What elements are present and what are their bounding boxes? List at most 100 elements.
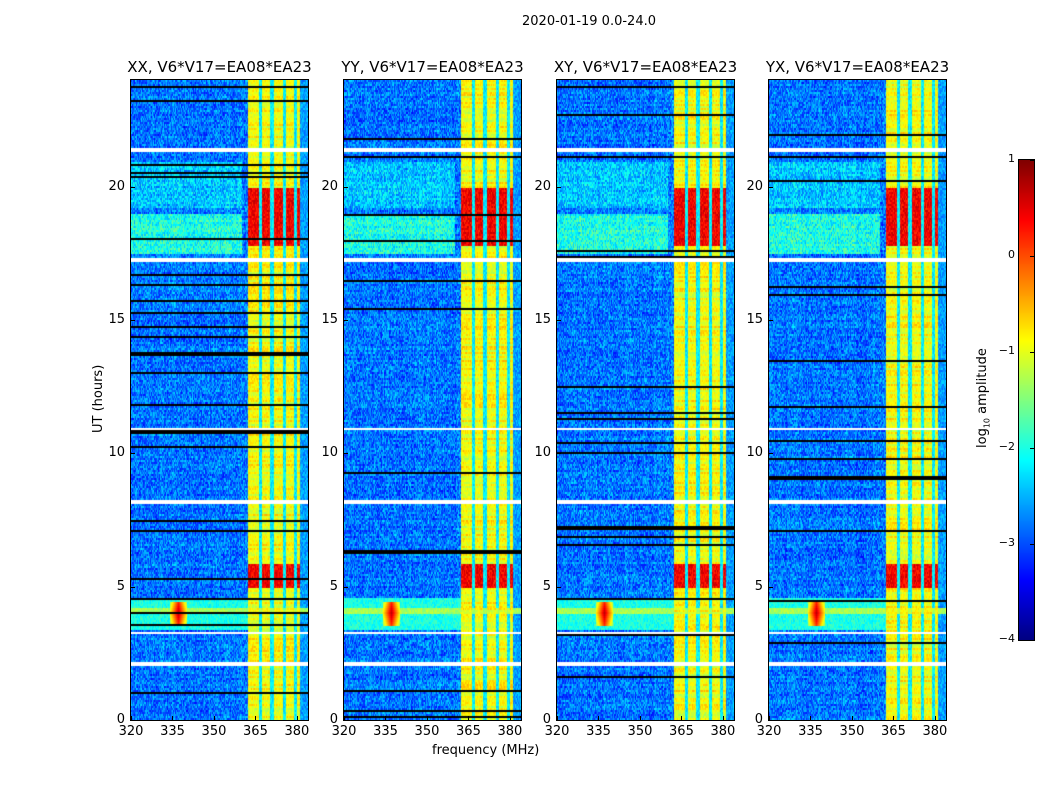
x-tick-label: 380 [497, 724, 523, 739]
y-tick-label: 5 [542, 578, 551, 594]
colorbar-tick-mark [1030, 352, 1034, 353]
y-tick-mark [344, 320, 348, 321]
y-tick-label: 0 [542, 712, 551, 727]
x-tick-label: 365 [881, 724, 906, 739]
x-tick-label: 335 [586, 724, 611, 739]
y-tick-mark [557, 453, 561, 455]
colorbar-label-part: amplitude [975, 348, 990, 418]
x-tick-mark [598, 716, 600, 720]
y-tick-mark [131, 586, 135, 588]
heatmap-panel [343, 79, 522, 721]
y-tick-mark [769, 720, 773, 721]
x-tick-mark [893, 716, 895, 720]
y-tick-mark [557, 320, 561, 321]
y-tick-label: 10 [108, 445, 125, 461]
y-tick-label: 15 [534, 312, 551, 327]
y-tick-mark [344, 186, 348, 188]
colorbar-tick-label: −2 [998, 440, 1015, 453]
x-tick-label: 365 [456, 724, 481, 739]
y-tick-label: 20 [108, 178, 125, 194]
y-tick-label: 5 [329, 578, 338, 594]
x-tick-mark [344, 716, 345, 720]
x-tick-mark [639, 716, 641, 720]
colorbar [1018, 159, 1035, 641]
colorbar-label: log10 amplitude [975, 348, 992, 448]
y-tick-mark [557, 586, 561, 588]
y-tick-mark [769, 186, 773, 188]
x-tick-mark [509, 716, 511, 720]
y-tick-label: 15 [746, 312, 763, 327]
x-tick-label: 350 [839, 724, 865, 739]
y-tick-mark [131, 320, 135, 321]
y-tick-mark [131, 186, 135, 188]
y-tick-mark [769, 586, 773, 588]
x-tick-mark [468, 716, 470, 720]
colorbar-label-part: 10 [982, 417, 992, 429]
x-tick-mark [213, 716, 215, 720]
figure-title: 2020-01-19 0.0-24.0 [522, 14, 656, 29]
heatmap-image [769, 80, 946, 720]
y-tick-label: 10 [746, 445, 763, 461]
x-tick-mark [255, 716, 257, 720]
y-tick-mark [769, 453, 773, 455]
x-tick-mark [426, 716, 428, 720]
x-tick-label: 320 [331, 724, 357, 739]
y-tick-mark [769, 320, 773, 321]
x-tick-label: 350 [414, 724, 440, 739]
y-tick-mark [344, 586, 348, 588]
y-tick-label: 20 [746, 178, 763, 194]
heatmap-image [557, 80, 734, 720]
colorbar-tick-mark [1030, 160, 1034, 161]
x-tick-label: 365 [243, 724, 268, 739]
colorbar-tick-mark [1030, 544, 1034, 545]
heatmap-image [131, 80, 308, 720]
y-tick-mark [131, 720, 135, 721]
panel-title: XX, V6*V17=EA08*EA23 [127, 58, 312, 76]
x-tick-label: 320 [118, 724, 144, 739]
x-tick-label: 365 [669, 724, 694, 739]
colorbar-tick-mark [1030, 448, 1034, 449]
y-tick-label: 0 [116, 712, 125, 727]
x-tick-mark [810, 716, 812, 720]
y-tick-label: 15 [108, 312, 125, 327]
heatmap-image [344, 80, 521, 720]
y-tick-label: 20 [534, 178, 551, 194]
y-tick-label: 10 [534, 445, 551, 461]
x-tick-label: 380 [922, 724, 948, 739]
x-tick-label: 320 [544, 724, 570, 739]
colorbar-tick-label: 0 [1008, 248, 1015, 261]
panel-title: YY, V6*V17=EA08*EA23 [341, 58, 524, 76]
y-tick-mark [344, 720, 348, 721]
x-tick-mark [296, 716, 298, 720]
colorbar-gradient [1019, 160, 1034, 640]
y-tick-mark [557, 186, 561, 188]
x-tick-mark [681, 716, 683, 720]
y-tick-mark [131, 453, 135, 455]
y-tick-label: 0 [754, 712, 763, 727]
x-tick-mark [722, 716, 724, 720]
colorbar-tick-mark [1030, 256, 1034, 257]
x-tick-label: 335 [373, 724, 398, 739]
x-tick-mark [131, 716, 132, 720]
heatmap-panel [130, 79, 309, 721]
x-tick-label: 350 [627, 724, 653, 739]
y-tick-label: 5 [754, 578, 763, 594]
colorbar-tick-label: −1 [998, 344, 1015, 357]
colorbar-tick-label: −3 [998, 536, 1015, 549]
colorbar-tick-mark [1030, 640, 1034, 641]
panel-title: XY, V6*V17=EA08*EA23 [553, 58, 738, 76]
x-axis-label: frequency (MHz) [432, 743, 540, 758]
y-tick-label: 15 [321, 312, 338, 327]
y-tick-label: 20 [321, 178, 338, 194]
heatmap-panel [768, 79, 947, 721]
y-tick-label: 10 [321, 445, 338, 461]
x-tick-mark [172, 716, 174, 720]
x-tick-mark [557, 716, 558, 720]
x-tick-mark [385, 716, 387, 720]
x-tick-label: 335 [160, 724, 185, 739]
panel-title: YX, V6*V17=EA08*EA23 [765, 58, 950, 76]
x-tick-label: 380 [284, 724, 310, 739]
colorbar-tick-label: −4 [998, 632, 1015, 645]
x-tick-mark [769, 716, 770, 720]
